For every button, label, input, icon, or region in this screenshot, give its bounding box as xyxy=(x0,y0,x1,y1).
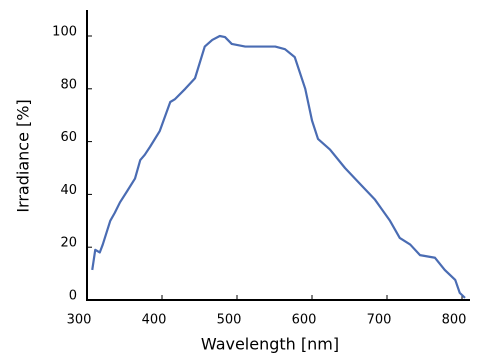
x-axis-label: Wavelength [nm] xyxy=(201,335,339,354)
x-tick-label: 500 xyxy=(217,313,242,328)
x-tick-label: 300 xyxy=(67,313,92,328)
x-tick-label: 700 xyxy=(367,313,392,328)
y-axis-label: Irradiance [%] xyxy=(14,99,33,212)
y-tick-label: 100 xyxy=(52,25,77,40)
y-tick-label: 60 xyxy=(60,130,77,145)
y-tick-label: 20 xyxy=(60,236,77,251)
y-tick-label: 0 xyxy=(69,289,77,304)
x-tick-label: 600 xyxy=(292,313,317,328)
x-tick-label: 800 xyxy=(442,313,467,328)
line-series xyxy=(91,34,466,299)
x-tick-label: 400 xyxy=(142,313,167,328)
y-tick-label: 40 xyxy=(60,183,77,198)
y-tick-label: 80 xyxy=(60,77,77,92)
